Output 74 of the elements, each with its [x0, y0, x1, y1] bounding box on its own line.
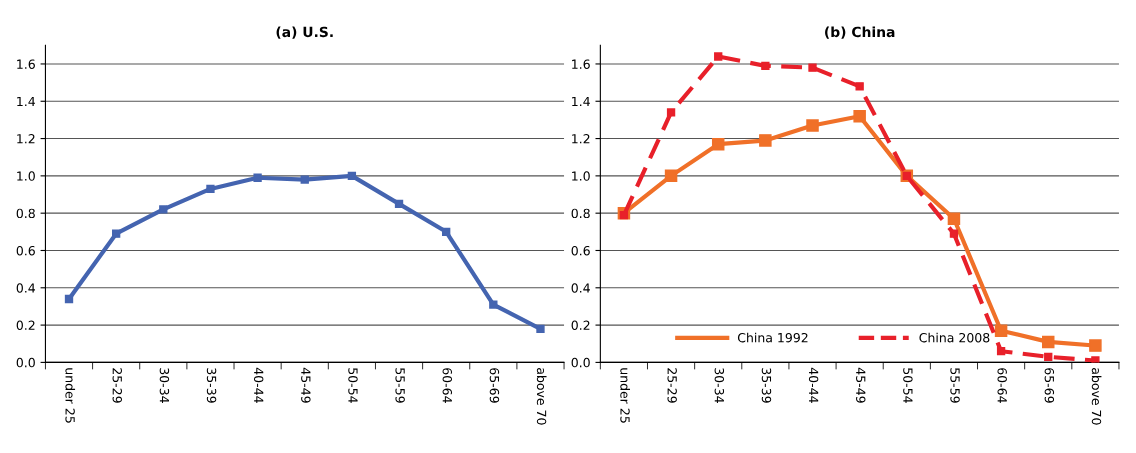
point — [347, 171, 357, 181]
y-tick-label: 0.0 — [16, 357, 35, 368]
point — [711, 137, 725, 151]
x-tick-label: 60-64 — [997, 368, 1007, 403]
x-tick-label: above 70 — [536, 368, 547, 425]
point — [664, 169, 678, 183]
point — [536, 324, 545, 333]
point — [808, 63, 817, 72]
y-tick-label: 0.4 — [571, 283, 590, 293]
x-tick-label: 25-29 — [112, 368, 122, 403]
point — [442, 227, 451, 236]
x-tick-label: 40-44 — [808, 367, 819, 403]
x-tick-label: 35-39 — [761, 368, 772, 403]
y-tick-label: 0.6 — [571, 245, 590, 256]
x-tick-label: 30-34 — [714, 368, 725, 403]
x-tick-label: 65-69 — [1044, 368, 1055, 403]
x-tick-label: under 25 — [620, 368, 630, 423]
y-tick-label: 0.8 — [16, 208, 35, 219]
x-tick-label: 25-29 — [667, 368, 677, 403]
y-tick-label: 0.4 — [16, 283, 36, 293]
point — [759, 134, 772, 147]
y-tick-label: 1.4 — [17, 96, 36, 107]
point — [855, 82, 864, 91]
legend-label: China 2008 — [919, 332, 990, 343]
x-tick-label: 60-64 — [442, 368, 453, 403]
point — [111, 229, 121, 238]
point — [489, 300, 498, 309]
y-tick-label: 0.8 — [571, 208, 590, 219]
point — [206, 184, 215, 194]
y-tick-label: 0.2 — [16, 320, 35, 331]
point — [159, 205, 168, 214]
point — [394, 199, 404, 209]
point — [996, 347, 1006, 356]
point — [853, 109, 866, 123]
y-tick-label: 1.2 — [572, 134, 590, 144]
y-tick-label: 1.0 — [17, 171, 35, 181]
point — [761, 61, 770, 70]
y-tick-label: 1.6 — [572, 59, 590, 69]
point — [300, 175, 309, 184]
point — [64, 294, 74, 304]
legend-label: China 1992 — [737, 332, 808, 343]
y-tick-label: 0.0 — [571, 357, 590, 368]
y-tick-label: 0.6 — [16, 245, 35, 256]
y-tick-label: 0.2 — [571, 320, 590, 331]
point — [949, 229, 959, 238]
point — [666, 108, 676, 117]
y-tick-label: 1.4 — [572, 96, 590, 107]
point — [1041, 335, 1055, 349]
x-tick-label: 50-54 — [903, 368, 913, 403]
x-tick-label: 65-69 — [489, 368, 500, 403]
x-tick-label: under 25 — [65, 368, 76, 423]
x-tick-label: 55-59 — [950, 368, 960, 403]
chart-title: (a) U.S. — [276, 26, 333, 39]
point — [806, 119, 819, 132]
y-tick-label: 1.2 — [17, 134, 35, 144]
x-tick-label: 35-39 — [206, 368, 217, 403]
y-tick-label: 1.0 — [572, 171, 590, 181]
y-tick-label: 1.6 — [17, 59, 35, 69]
point — [994, 324, 1008, 337]
x-tick-label: 45-49 — [856, 367, 866, 403]
x-tick-label: 30-34 — [159, 368, 170, 403]
x-tick-label: above 70 — [1091, 368, 1102, 425]
point — [1091, 356, 1100, 363]
point — [1089, 339, 1102, 352]
point — [714, 52, 723, 61]
x-tick-label: 40-44 — [253, 367, 264, 403]
point — [947, 212, 961, 226]
x-tick-label: 45-49 — [301, 367, 311, 403]
point — [253, 173, 262, 182]
point — [619, 210, 629, 220]
chart-title: (b) China — [825, 26, 895, 39]
point — [1044, 352, 1053, 361]
x-tick-label: 55-59 — [395, 368, 405, 403]
x-tick-label: 50-54 — [348, 368, 358, 403]
